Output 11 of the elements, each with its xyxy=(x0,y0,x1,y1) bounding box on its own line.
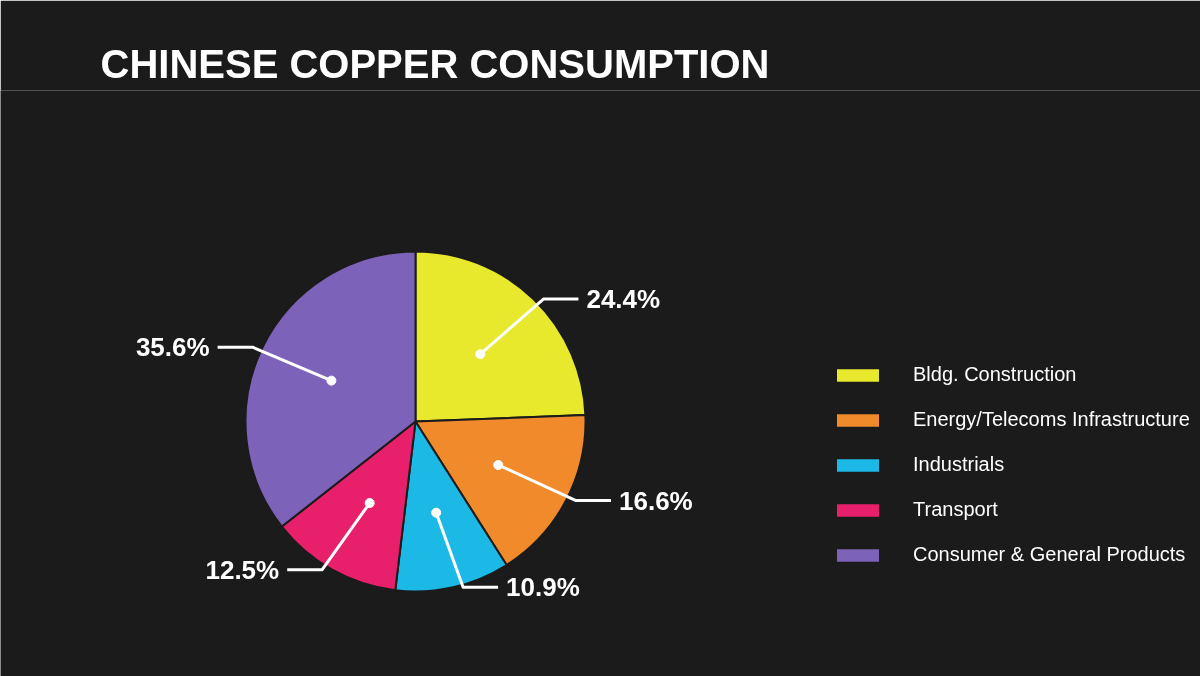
data-label: 12.5% xyxy=(205,554,280,585)
legend-label: Bldg. Construction xyxy=(913,363,1077,386)
data-label: 24.4% xyxy=(586,284,661,315)
legend-label: Consumer & General Products xyxy=(913,543,1186,566)
chart-title: CHINESE COPPER CONSUMPTION xyxy=(100,41,770,86)
data-label: 16.6% xyxy=(618,485,693,516)
legend-label: Industrials xyxy=(913,453,1005,476)
data-label: 10.9% xyxy=(506,572,580,603)
legend-label: Energy/Telecoms Infrastructure xyxy=(913,408,1190,431)
data-label: 35.6% xyxy=(135,332,210,363)
legend-label: Transport xyxy=(913,498,998,521)
